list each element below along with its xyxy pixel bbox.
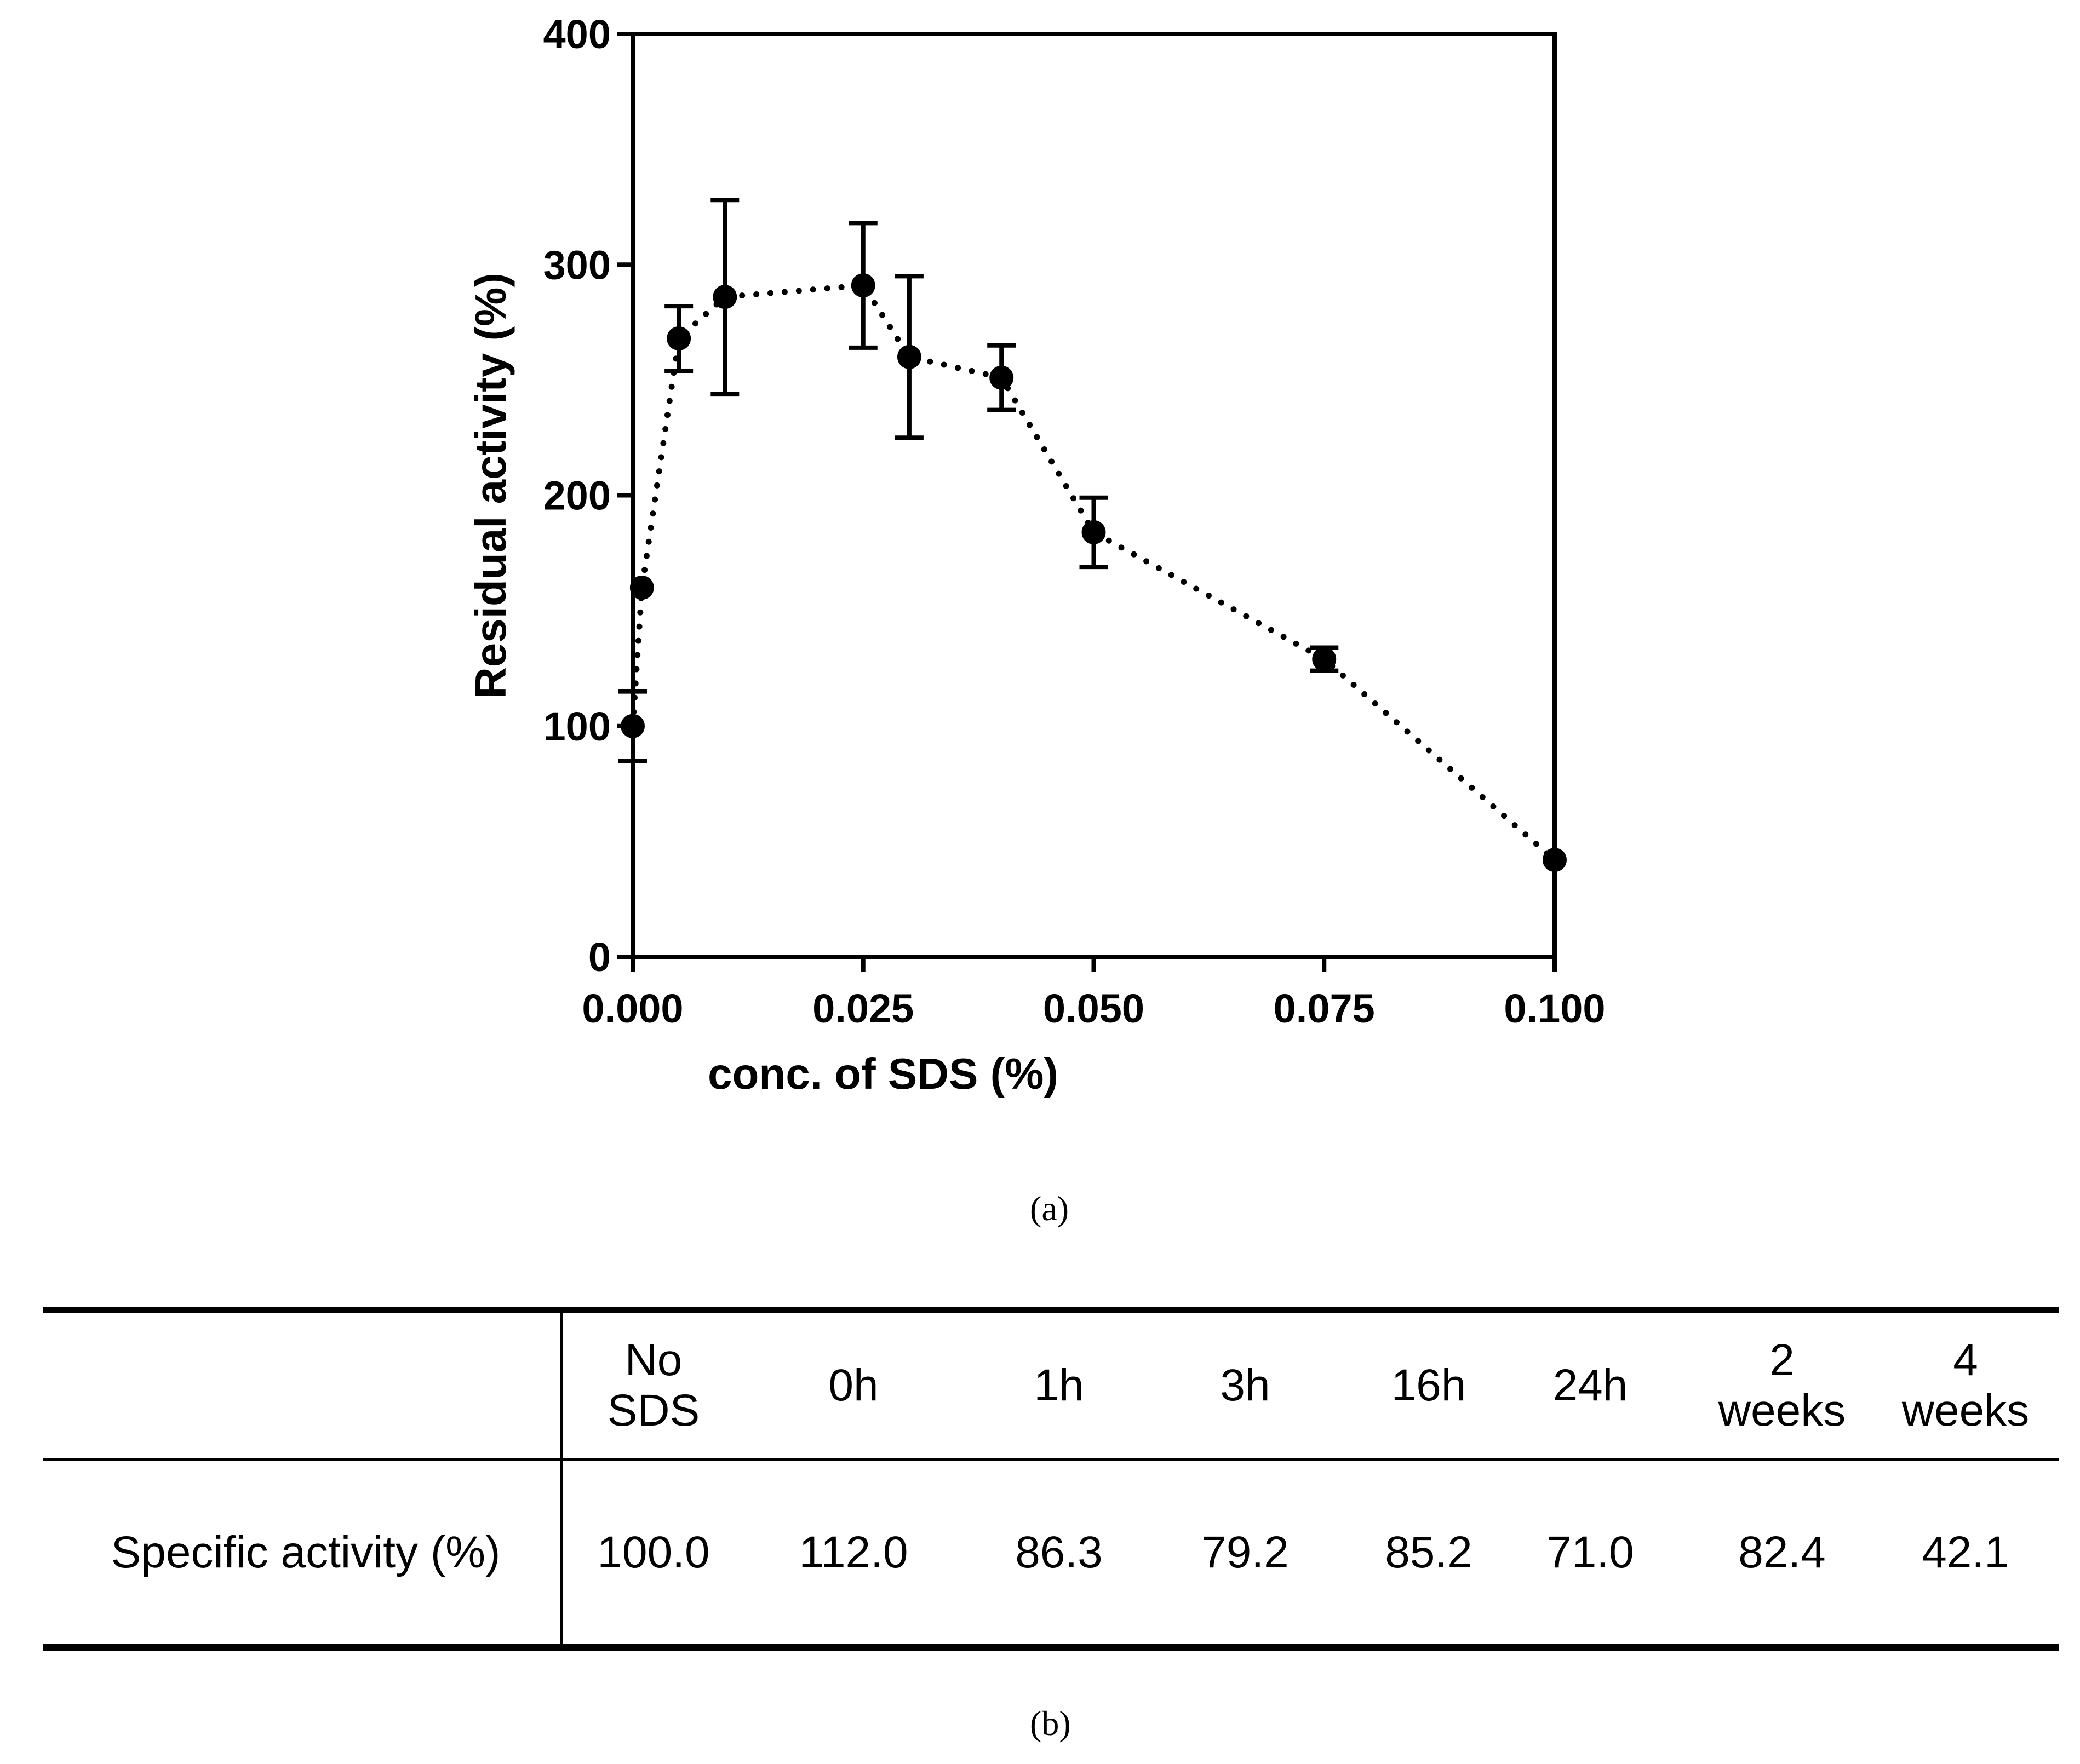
data-point [897,344,921,369]
table-header-rule [43,1458,2059,1461]
x-tick-label: 0.000 [582,986,683,1031]
y-axis-title: Residual activity (%) [466,273,515,699]
table-value-cell: 85.2 [1385,1527,1472,1577]
y-axis-ticks: 0 100 200 300 400 [543,12,633,980]
table-row-label: Specific activity (%) [111,1527,501,1577]
data-point [621,714,645,738]
y-tick-label: 0 [588,934,611,980]
table-top-rule [43,1307,2059,1313]
table-value-cell: 71.0 [1546,1527,1634,1577]
x-axis-ticks: 0.000 0.025 0.050 0.075 0.100 [582,957,1606,1031]
table-header-cell: 24h [1552,1360,1628,1411]
table-header-cell: 1h [1034,1360,1084,1411]
table-header-cell: 4 weeks [1901,1335,2030,1435]
table-value-cell: 112.0 [799,1527,908,1577]
table-vertical-rule [560,1313,563,1644]
data-point [851,273,875,298]
panel-label-b: (b) [1030,1704,1071,1743]
table-header-cell: 3h [1220,1360,1270,1411]
table-value-cell: 86.3 [1015,1527,1103,1577]
y-tick-label: 200 [543,473,611,519]
y-tick-label: 100 [543,704,611,749]
table-header-cell: No SDS [607,1335,700,1435]
table-header-cell: 2 weeks [1718,1335,1846,1435]
data-point [713,285,737,309]
x-tick-label: 0.100 [1504,986,1605,1031]
table-header-cell: 0h [828,1360,879,1411]
plot-border [631,32,1557,959]
data-point [989,365,1014,390]
data-point [629,576,654,600]
series-line [629,282,1558,863]
data-points [621,273,1567,872]
data-point [1543,848,1567,872]
series-line-path [629,282,1558,863]
data-point [1312,647,1337,671]
y-tick-label: 300 [543,242,611,288]
table-header-cell: 16h [1391,1360,1466,1411]
plot-frame [631,32,1557,959]
x-tick-label: 0.050 [1043,986,1144,1031]
table-bottom-rule [43,1644,2059,1651]
table-value-cell: 100.0 [597,1527,710,1577]
x-axis-title: conc. of SDS (%) [708,1049,1058,1098]
table-value-cell: 79.2 [1201,1527,1289,1577]
table-value-cell: 42.1 [1922,1527,2009,1577]
x-tick-label: 0.025 [812,986,914,1031]
data-point [667,326,691,351]
error-bars [618,198,1339,763]
specific-activity-table: No SDS 0h 1h 3h 16h 24h 2 weeks 4 weeks Specific… [43,1307,2059,1652]
y-tick-label: 400 [543,12,611,57]
data-point [1081,520,1106,544]
x-tick-label: 0.075 [1274,986,1375,1031]
table-value-cell: 82.4 [1738,1527,1826,1577]
panel-label-a: (a) [1030,1189,1069,1228]
